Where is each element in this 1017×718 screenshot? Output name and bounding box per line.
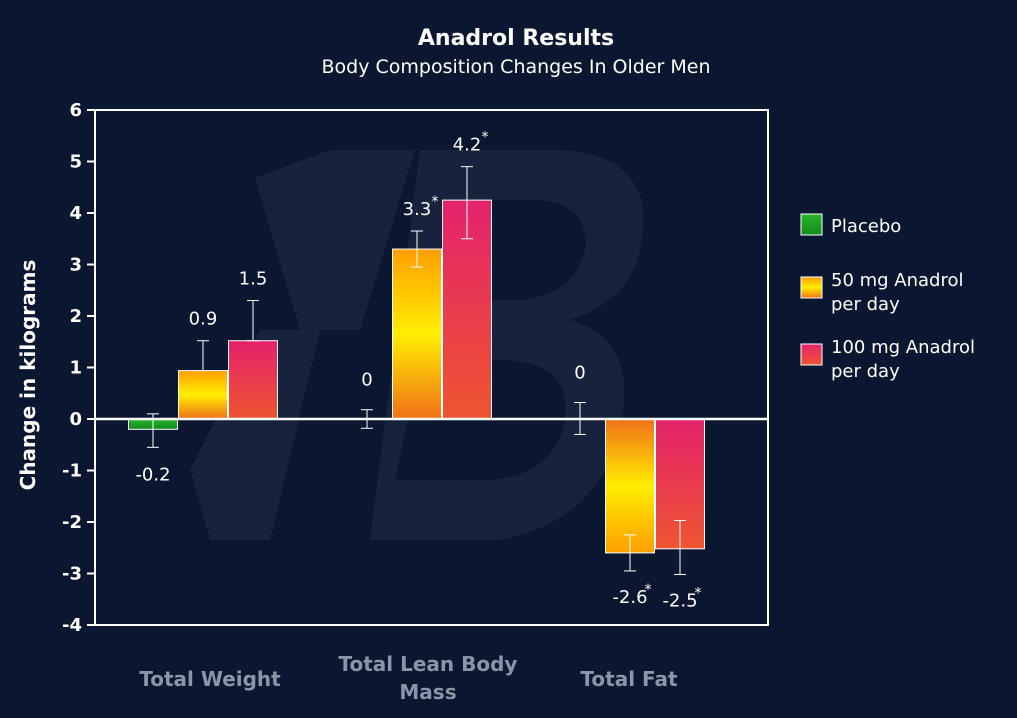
y-tick-label: 0 — [69, 409, 82, 430]
y-axis-label: Change in kilograms — [16, 260, 40, 491]
y-tick-label: 2 — [69, 306, 82, 327]
y-tick-label: 5 — [69, 152, 82, 173]
y-tick-label: -4 — [62, 615, 82, 636]
y-tick-label: 4 — [69, 203, 82, 224]
legend-label: per day — [831, 294, 900, 315]
category-labels: Total Weight Total Lean Body Mass Total Fat — [139, 652, 678, 704]
y-tick-label: 3 — [69, 255, 82, 276]
data-label: -2.6 — [612, 587, 647, 608]
y-tick-label: -3 — [62, 564, 82, 585]
legend-swatch — [800, 213, 823, 236]
category-label: Total Weight — [139, 667, 281, 691]
y-tick-label: -2 — [62, 512, 82, 533]
significance-marker: * — [432, 194, 439, 210]
bar-100mg — [228, 340, 278, 420]
data-label: -2.5 — [662, 591, 697, 612]
category-label: Total Lean Body — [339, 652, 518, 676]
bar-50mg — [605, 418, 655, 554]
y-tick-label: -1 — [62, 461, 82, 482]
category-label: Total Fat — [580, 667, 678, 691]
data-label: 0 — [361, 370, 372, 391]
y-axis: -4 -3 -2 -1 0 1 2 3 4 5 6 — [62, 100, 95, 636]
legend: Placebo 50 mg Anadrol per day 100 mg Anadro… — [800, 213, 975, 382]
legend-label: 50 mg Anadrol — [831, 270, 964, 291]
category-label: Mass — [399, 680, 456, 704]
watermark-logo — [190, 150, 644, 540]
data-label: 1.5 — [239, 269, 268, 290]
data-label: 0.9 — [189, 309, 218, 330]
chart-title: Anadrol Results — [418, 26, 614, 51]
significance-marker: * — [695, 586, 702, 602]
data-label: 3.3 — [403, 199, 432, 220]
legend-label: 100 mg Anadrol — [831, 337, 975, 358]
data-labels: -0.20 00.93.3 *-2.6*1.54.2 *-2.5* — [135, 130, 701, 612]
data-label: 0 — [574, 363, 585, 384]
legend-swatch — [800, 276, 823, 299]
data-label: -0.2 — [135, 464, 170, 485]
significance-marker: * — [482, 130, 489, 146]
bar-50mg — [178, 370, 228, 420]
y-tick-label: 6 — [69, 100, 82, 121]
data-label: 4.2 — [453, 135, 482, 156]
legend-label: Placebo — [831, 216, 901, 237]
bar-50mg — [392, 248, 442, 420]
error-bars — [147, 166, 686, 576]
chart-subtitle: Body Composition Changes In Older Men — [321, 56, 710, 78]
legend-swatch — [800, 343, 823, 366]
significance-marker: * — [645, 582, 652, 598]
legend-label: per day — [831, 361, 900, 382]
y-tick-label: 1 — [69, 358, 82, 379]
